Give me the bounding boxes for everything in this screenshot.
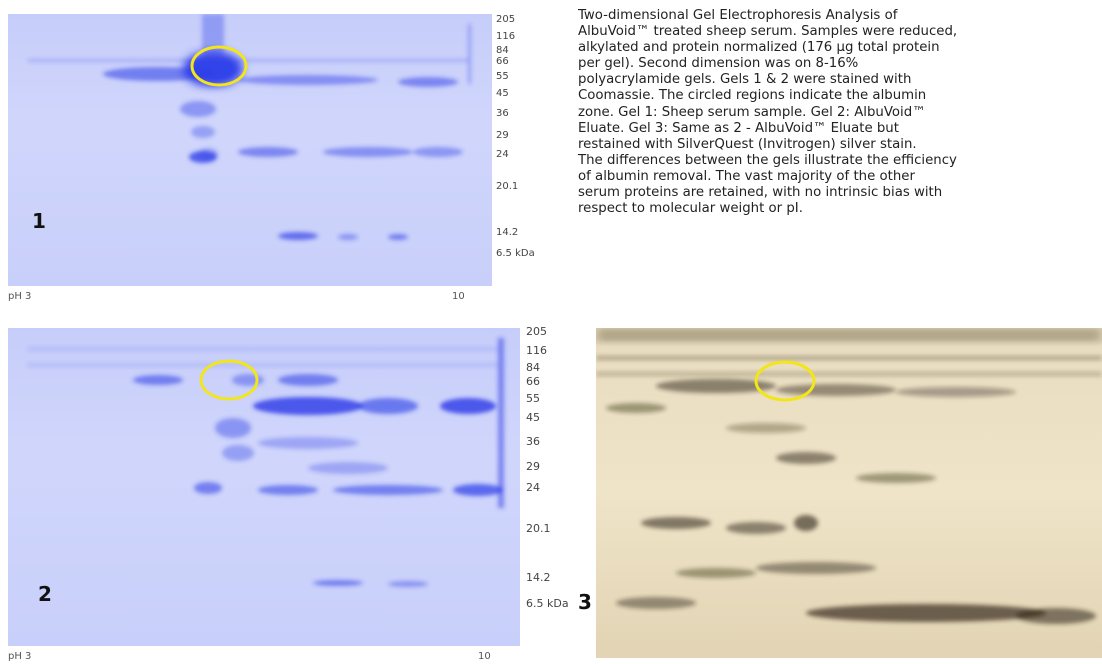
gel-2-marker: 55 (526, 392, 540, 405)
caption-line: Two-dimensional Gel Electrophoresis Anal… (578, 8, 898, 23)
gel-2-marker: 6.5 kDa (526, 597, 569, 610)
gel-1-marker: 205 (496, 14, 516, 25)
gel-1-ph-left: pH 3 (8, 291, 32, 302)
caption-line: Coomassie. The circled regions indicate … (578, 88, 927, 104)
gel-1-image: 1 (8, 14, 492, 286)
gel-1-marker: 45 (496, 88, 509, 99)
gel-2-number: 2 (38, 582, 52, 606)
caption-line: of albumin removal. The vast majority of… (578, 168, 915, 184)
caption-line: polyacrylamide gels. Gels 1 & 2 were sta… (578, 72, 912, 88)
caption-line: per gel). Second dimension was on 8-16% (578, 56, 859, 72)
gel-2-spots (28, 338, 504, 587)
gel-2-marker: 36 (526, 435, 540, 448)
albumin-circle-1 (190, 45, 248, 87)
gel-1-spots (28, 14, 471, 240)
gel-1-marker: 29 (496, 130, 509, 141)
gel-1-marker: 66 (496, 56, 509, 67)
gel-3-spots (596, 328, 1102, 658)
caption-line: AlbuVoid™ treated sheep serum. Samples w… (578, 24, 958, 40)
caption-line: restained with SilverQuest (Invitrogen) … (578, 136, 917, 152)
caption-line: Eluate. Gel 3: Same as 2 - AlbuVoid™ Elu… (578, 120, 899, 136)
gel-1-marker: 55 (496, 71, 509, 82)
gel-1-number: 1 (32, 209, 46, 233)
gel-1-ph-right: 10 (452, 291, 465, 302)
caption-line: alkylated and protein normalized (176 µg… (578, 40, 940, 56)
gel-2-marker: 45 (526, 411, 540, 424)
gel-2-marker: 29 (526, 460, 540, 473)
gel-2-marker: 24 (526, 481, 540, 494)
gel-2-marker: 66 (526, 375, 540, 388)
caption-line: respect to molecular weight or pI. (578, 201, 803, 217)
gel-2-marker: 84 (526, 361, 540, 374)
gel-2-marker: 116 (526, 344, 547, 357)
gel-2-ph-right: 10 (478, 651, 491, 662)
gel-2-image: 2 (8, 328, 520, 646)
caption-line: The differences between the gels illustr… (578, 152, 957, 168)
gel-2-ph-left: pH 3 (8, 651, 32, 662)
gel-3-image (596, 328, 1102, 658)
gel-1-marker: 24 (496, 149, 509, 160)
gel-1-marker: 20.1 (496, 181, 519, 192)
gel-1-marker: 14.2 (496, 227, 519, 238)
gel-2-marker: 20.1 (526, 522, 551, 535)
caption-line: serum proteins are retained, with no int… (578, 185, 943, 201)
gel-3-number: 3 (578, 590, 592, 614)
gel-1-marker: 36 (496, 108, 509, 119)
gel-2-marker: 14.2 (526, 571, 551, 584)
gel-1-marker: 6.5 kDa (496, 248, 535, 259)
gel-1-marker: 84 (496, 45, 509, 56)
gel-2-marker: 205 (526, 325, 547, 338)
albumin-circle-3 (754, 360, 816, 402)
albumin-circle-2 (199, 359, 259, 401)
caption-line: zone. Gel 1: Sheep serum sample. Gel 2: … (578, 104, 926, 120)
figure-caption: Two-dimensional Gel Electrophoresis Anal… (578, 8, 1048, 217)
gel-1-marker: 116 (496, 31, 516, 42)
